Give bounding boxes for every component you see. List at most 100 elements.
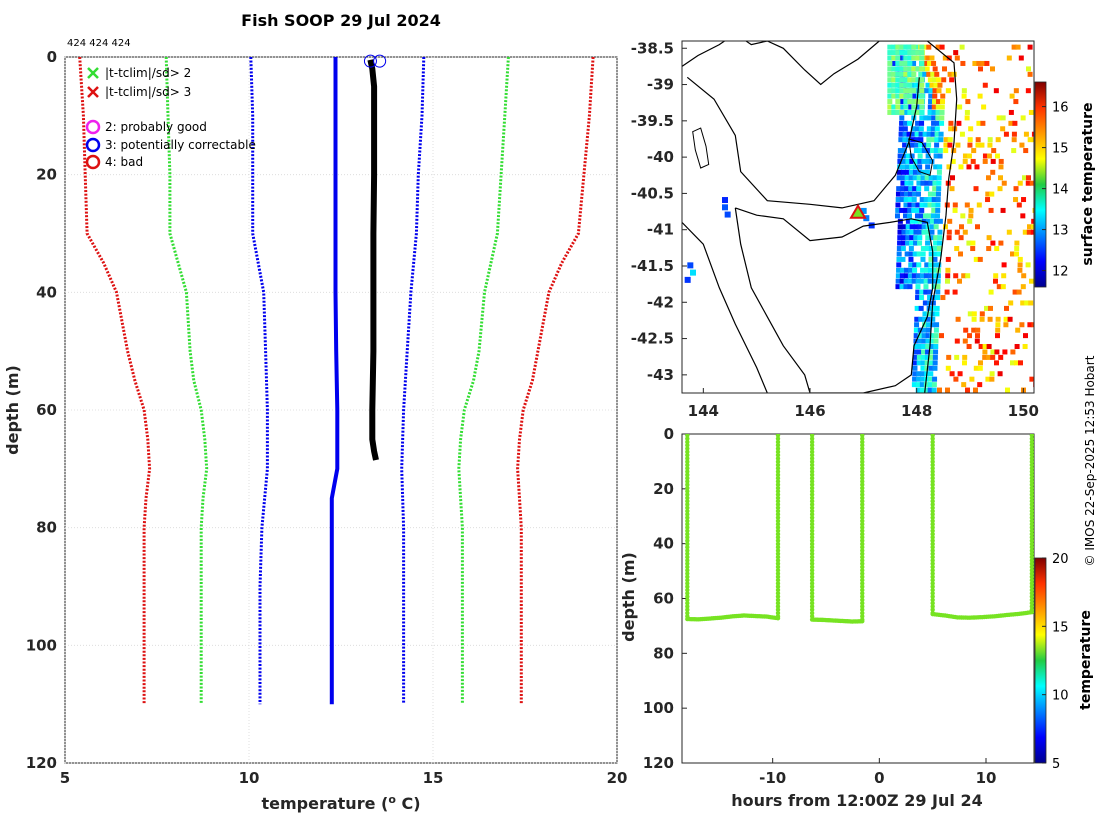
section-point — [685, 600, 690, 606]
sst-pixel — [923, 382, 929, 388]
profile-ytick-label: 80 — [36, 519, 57, 537]
sst-pixel — [936, 186, 942, 192]
sst-pixel — [909, 164, 915, 170]
sst-pixel — [905, 164, 911, 170]
section-point — [685, 610, 690, 616]
section-point — [930, 531, 935, 537]
sst-pixel — [925, 82, 931, 88]
profile-flag-marker — [373, 54, 387, 68]
section-point — [775, 498, 781, 504]
sst-pixel — [1016, 202, 1022, 208]
map-ytick-label: -39.5 — [631, 112, 674, 130]
sst-pixel — [1008, 120, 1014, 126]
sst-pixel — [924, 262, 930, 268]
section-point — [1029, 538, 1034, 543]
sst-pixel — [947, 142, 953, 148]
section-point — [1029, 492, 1034, 497]
sst-pixel — [1017, 262, 1023, 268]
section-point — [775, 574, 781, 580]
sst-pixel — [887, 99, 893, 105]
sst-pixel — [899, 93, 905, 99]
section-point — [809, 515, 815, 520]
sst-pixel — [913, 240, 919, 246]
sst-pixel — [899, 60, 905, 66]
sst-pixel — [899, 278, 905, 284]
sst-pixel — [903, 71, 909, 77]
sst-pixel — [891, 104, 897, 110]
sst-pixel — [913, 148, 919, 154]
section-point — [1029, 522, 1034, 527]
sst-pixel — [911, 202, 917, 208]
sst-pixel — [917, 153, 923, 159]
sst-pixel — [936, 262, 942, 268]
sst-pixel — [958, 235, 964, 241]
sst-pixel — [887, 55, 893, 61]
sst-pixel — [951, 148, 957, 154]
map-axes-box — [681, 40, 1035, 394]
legend-label: 2: probably good — [105, 120, 207, 134]
sst-pixel — [896, 251, 902, 257]
sst-pixel — [912, 365, 918, 371]
sst-pixel — [1026, 175, 1031, 181]
sst-pixel — [986, 153, 992, 159]
section-point — [930, 528, 935, 533]
sst-pixel — [917, 229, 923, 235]
section-point — [775, 479, 781, 484]
sst-pixel — [899, 191, 905, 197]
sst-pixel — [945, 256, 951, 262]
sst-pixel — [1001, 262, 1007, 268]
section-ytick-label: 40 — [653, 535, 674, 553]
sst-pixel — [1031, 218, 1034, 224]
sst-pixel — [1031, 131, 1034, 137]
sst-pixel — [935, 44, 941, 50]
sst-pixel — [977, 382, 983, 388]
section-point — [1029, 571, 1034, 576]
section-point — [860, 475, 865, 481]
sst-pixel — [964, 115, 970, 121]
sst-pixel — [925, 148, 931, 154]
sst-pixel — [897, 148, 903, 154]
section-point — [1029, 498, 1034, 504]
sst-pixel — [929, 158, 935, 164]
sst-pixel — [907, 50, 913, 56]
sst-pixel — [920, 175, 926, 181]
sst-pixel — [966, 344, 972, 350]
sst-pixel — [985, 197, 991, 203]
sst-pixel — [903, 93, 909, 99]
sst-pixel — [1011, 148, 1017, 154]
section-point — [1029, 587, 1034, 593]
sst-pixel — [933, 82, 939, 88]
section-point — [775, 489, 781, 494]
map-ytick-label: -43 — [647, 366, 674, 384]
section-point — [775, 597, 781, 603]
section-point — [809, 492, 815, 497]
section-point — [1029, 479, 1034, 484]
section-ytick-label: 80 — [653, 644, 674, 662]
sst-pixel — [1014, 240, 1020, 246]
section-point — [809, 495, 815, 501]
sst-pixel — [1009, 93, 1015, 99]
sst-pixel — [924, 66, 930, 72]
sst-pixel — [935, 77, 941, 83]
sst-pixel — [1020, 115, 1026, 121]
sst-pixel — [984, 305, 989, 311]
sst-pixel — [929, 338, 935, 344]
section-point — [685, 528, 690, 533]
sst-pixel — [895, 88, 901, 94]
sst-pixel — [908, 175, 914, 181]
sst-pixel — [906, 213, 912, 219]
sst-pixel — [917, 148, 923, 154]
sst-pixel — [1005, 387, 1010, 393]
sst-pixel — [1011, 137, 1017, 143]
position-triangle-marker — [849, 203, 867, 219]
sst-pixel — [931, 120, 937, 126]
map-ytick-label: -42 — [647, 293, 674, 311]
map-ytick-label: -42.5 — [631, 330, 674, 348]
sst-pixel — [907, 284, 913, 290]
sst-pixel — [948, 120, 954, 126]
sst-pixel — [1013, 197, 1019, 203]
section-point — [685, 604, 690, 609]
section-point — [775, 538, 781, 543]
coastline-path — [924, 41, 958, 393]
